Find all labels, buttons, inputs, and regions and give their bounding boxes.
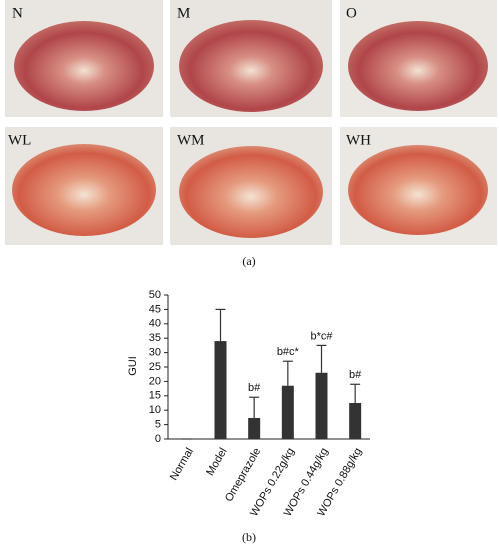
bar	[214, 341, 227, 439]
panel-label: WH	[346, 132, 371, 148]
panel-label: M	[177, 5, 190, 21]
y-tick-label: 50	[149, 289, 161, 301]
bar	[315, 372, 328, 439]
bar	[248, 417, 261, 439]
y-tick-label: 45	[149, 303, 161, 315]
significance-label: b#	[349, 369, 362, 381]
panel-label: WM	[177, 132, 205, 148]
significance-label: b#c*	[277, 346, 300, 358]
bar	[349, 403, 362, 439]
photo-grid	[5, 0, 497, 245]
panel-label: N	[12, 5, 23, 21]
tissue	[14, 21, 154, 111]
y-tick-label: 0	[155, 433, 161, 445]
x-tick-label: Model	[204, 446, 229, 478]
tissue	[348, 145, 488, 235]
panel-label: WL	[8, 132, 31, 148]
tissue	[179, 20, 323, 112]
y-tick-label: 35	[149, 332, 161, 344]
y-tick-label: 15	[149, 390, 161, 402]
panel-caption: (a)	[242, 254, 255, 268]
y-tick-label: 20	[149, 375, 161, 387]
y-tick-label: 10	[149, 404, 161, 416]
tissue	[348, 21, 488, 111]
x-tick-label: Normal	[168, 446, 196, 483]
tissue	[179, 146, 323, 238]
y-tick-label: 40	[149, 318, 161, 330]
y-axis-label: GUI	[127, 356, 139, 376]
significance-label: b#	[248, 382, 261, 394]
y-tick-label: 5	[155, 419, 161, 431]
panel-label: O	[346, 5, 357, 21]
panel-caption: (b)	[242, 530, 256, 544]
y-tick-label: 25	[149, 361, 161, 373]
tissue	[12, 144, 156, 236]
bar	[281, 385, 294, 439]
significance-label: b*c#	[310, 330, 333, 342]
y-tick-label: 30	[149, 347, 161, 359]
